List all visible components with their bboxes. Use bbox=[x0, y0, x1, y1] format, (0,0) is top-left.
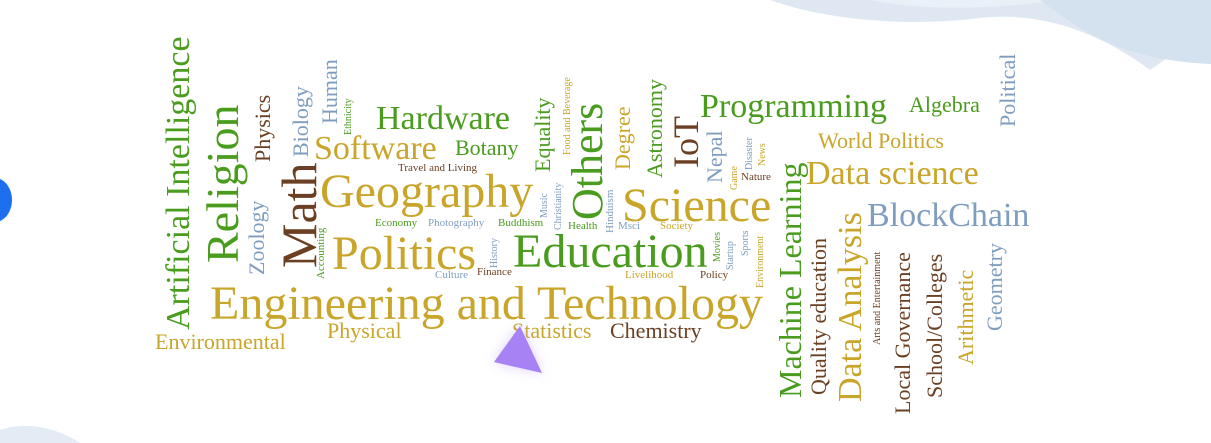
word-science: Science bbox=[622, 179, 772, 232]
word-finance: Finance bbox=[477, 266, 512, 278]
word-education: Education bbox=[513, 225, 708, 278]
word-statistics: Statistics bbox=[512, 318, 592, 343]
word-physical: Physical bbox=[327, 318, 402, 343]
word-software: Software bbox=[314, 130, 437, 167]
word-msci: Msci bbox=[618, 220, 640, 232]
word-policy: Policy bbox=[700, 269, 729, 281]
word-hardware: Hardware bbox=[376, 100, 511, 137]
edge-accent-shape bbox=[0, 178, 12, 222]
word-geography: Geography bbox=[320, 165, 534, 218]
word-economy: Economy bbox=[375, 217, 418, 229]
word-programming: Programming bbox=[700, 88, 887, 125]
word-data-science: Data science bbox=[806, 155, 979, 192]
word-botany: Botany bbox=[455, 135, 519, 160]
word-algebra: Algebra bbox=[909, 92, 980, 117]
word-livelihood: Livelihood bbox=[625, 269, 674, 281]
word-engineering-and-technology: Engineering and Technology bbox=[210, 277, 763, 330]
word-buddhism: Buddhism bbox=[498, 217, 544, 229]
word-blockchain: BlockChain bbox=[867, 197, 1030, 234]
word-travel-and-living: Travel and Living bbox=[398, 162, 478, 174]
word-politics: Politics bbox=[332, 227, 477, 280]
word-world-politics: World Politics bbox=[818, 128, 944, 153]
word-chemistry: Chemistry bbox=[610, 318, 702, 343]
word-photography: Photography bbox=[428, 217, 485, 229]
word-health: Health bbox=[568, 220, 598, 232]
word-nature: Nature bbox=[741, 171, 771, 183]
word-environmental: Environmental bbox=[155, 329, 286, 354]
word-culture: Culture bbox=[435, 269, 468, 281]
word-society: Society bbox=[660, 220, 693, 232]
